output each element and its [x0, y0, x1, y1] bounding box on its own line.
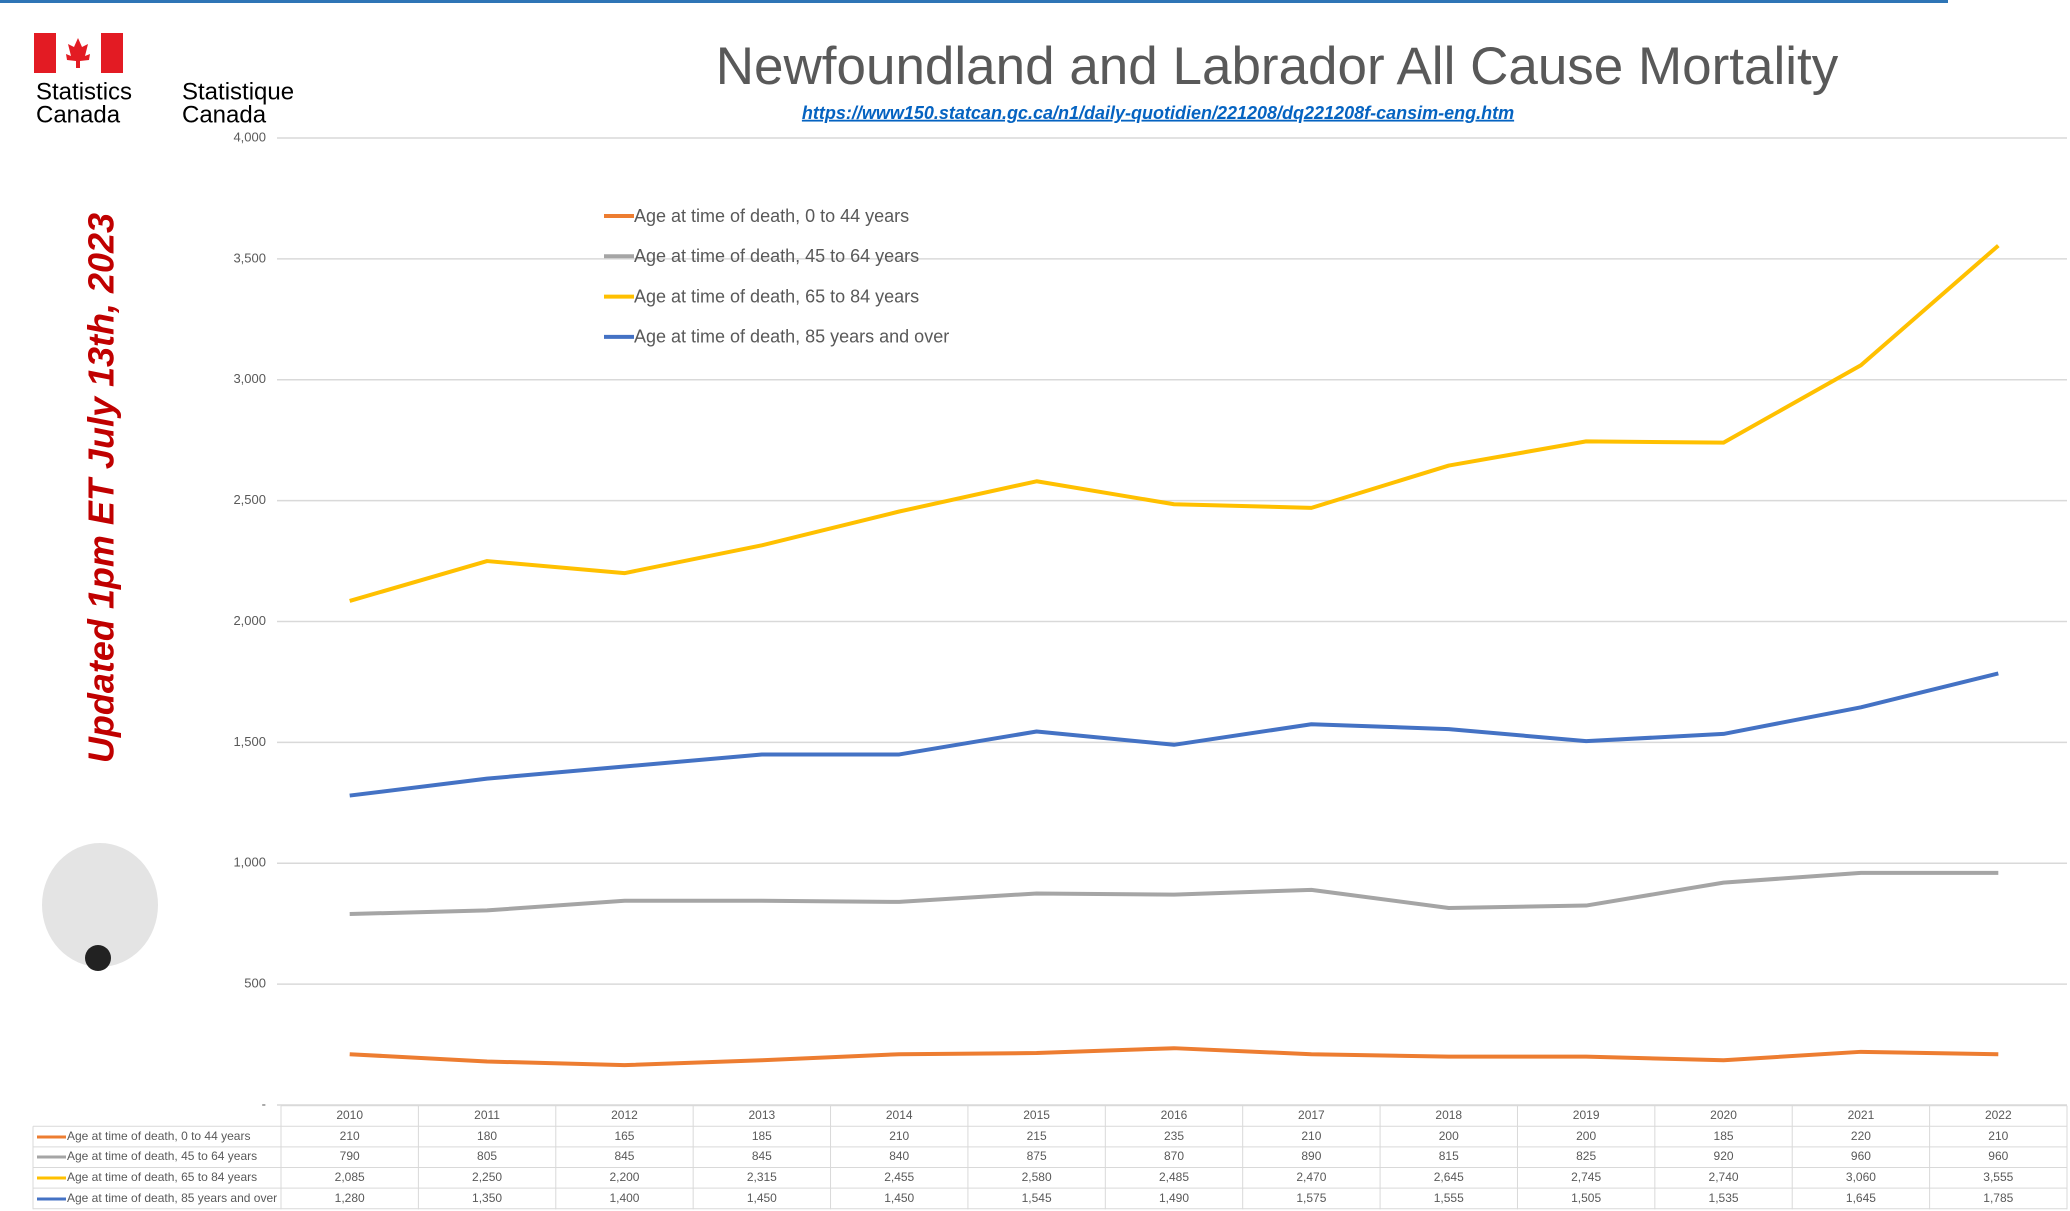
table-value: 180 [477, 1129, 497, 1143]
y-tick-label: 1,000 [233, 855, 266, 870]
x-tick-label: 2018 [1435, 1108, 1462, 1122]
table-value: 200 [1439, 1129, 1459, 1143]
y-tick-label: 3,500 [233, 250, 266, 265]
maple-leaf [66, 38, 90, 68]
table-value: 1,575 [1296, 1191, 1326, 1205]
table-value: 3,060 [1846, 1170, 1876, 1184]
table-value: 210 [1988, 1129, 2008, 1143]
table-value: 960 [1988, 1149, 2008, 1163]
top-bar [0, 0, 1948, 3]
table-value: 2,470 [1296, 1170, 1326, 1184]
x-tick-label: 2021 [1848, 1108, 1875, 1122]
y-tick-label: 500 [244, 976, 266, 991]
paw [85, 945, 111, 971]
table-value: 875 [1027, 1149, 1047, 1163]
table-value: 1,545 [1022, 1191, 1052, 1205]
table-value: 210 [1301, 1129, 1321, 1143]
source-link[interactable]: https://www150.statcan.gc.ca/n1/daily-qu… [802, 103, 1514, 123]
y-tick-label: 3,000 [233, 371, 266, 386]
legend-label: Age at time of death, 65 to 84 years [634, 286, 919, 306]
update-note: Updated 1pm ET July 13th, 2023 [81, 213, 122, 763]
table-value: 2,085 [335, 1170, 365, 1184]
x-tick-label: 2019 [1573, 1108, 1600, 1122]
chart-title: Newfoundland and Labrador All Cause Mort… [716, 37, 1839, 96]
logo: Statistics Canada Statistique Canada [34, 33, 294, 128]
table-value: 870 [1164, 1149, 1184, 1163]
table-value: 185 [1714, 1129, 1734, 1143]
table-value: 840 [889, 1149, 909, 1163]
table-series-name: Age at time of death, 85 years and over [67, 1191, 277, 1205]
y-tick-label: 4,000 [233, 129, 266, 144]
table-value: 1,645 [1846, 1191, 1876, 1205]
table-value: 1,280 [335, 1191, 365, 1205]
table-value: 790 [340, 1149, 360, 1163]
table-value: 2,580 [1022, 1170, 1052, 1184]
table-series-name: Age at time of death, 0 to 44 years [67, 1129, 250, 1143]
flag-band [101, 33, 123, 73]
table-value: 1,490 [1159, 1191, 1189, 1205]
series-line [350, 246, 1999, 601]
table-value: 1,785 [1983, 1191, 2013, 1205]
table-value: 1,505 [1571, 1191, 1601, 1205]
x-tick-label: 2022 [1985, 1108, 2012, 1122]
table-series-name: Age at time of death, 45 to 64 years [67, 1149, 257, 1163]
table-value: 210 [340, 1129, 360, 1143]
table-value: 165 [614, 1129, 634, 1143]
series-line [350, 1048, 1999, 1065]
y-tick-label: 2,500 [233, 492, 266, 507]
x-tick-label: 2014 [886, 1108, 913, 1122]
series-line [350, 673, 1999, 795]
table-value: 2,645 [1434, 1170, 1464, 1184]
table-value: 2,315 [747, 1170, 777, 1184]
legend-label: Age at time of death, 45 to 64 years [634, 246, 919, 266]
logo-text: Canada [36, 101, 121, 128]
table-value: 1,555 [1434, 1191, 1464, 1205]
table-value: 2,455 [884, 1170, 914, 1184]
table-value: 185 [752, 1129, 772, 1143]
table-value: 2,250 [472, 1170, 502, 1184]
logo-text: Canada [182, 101, 267, 128]
x-tick-label: 2011 [474, 1108, 500, 1122]
table-value: 805 [477, 1149, 497, 1163]
table-value: 2,740 [1709, 1170, 1739, 1184]
legend-label: Age at time of death, 0 to 44 years [634, 206, 909, 226]
y-tick-label: 1,500 [233, 734, 266, 749]
table-value: 220 [1851, 1129, 1871, 1143]
y-tick-label: 2,000 [233, 613, 266, 628]
chart: Statistics Canada Statistique Canada New… [0, 0, 2070, 1211]
x-tick-label: 2015 [1023, 1108, 1050, 1122]
wolf-image [42, 843, 158, 971]
flag-band [34, 33, 56, 73]
table-value: 200 [1576, 1129, 1596, 1143]
table-value: 960 [1851, 1149, 1871, 1163]
table-value: 210 [889, 1129, 909, 1143]
x-tick-label: 2012 [611, 1108, 638, 1122]
table-value: 845 [752, 1149, 772, 1163]
x-tick-label: 2017 [1298, 1108, 1325, 1122]
table-value: 2,485 [1159, 1170, 1189, 1184]
table-value: 920 [1714, 1149, 1734, 1163]
x-tick-label: 2010 [336, 1108, 363, 1122]
table-value: 2,200 [609, 1170, 639, 1184]
table-value: 815 [1439, 1149, 1459, 1163]
table-value: 1,535 [1709, 1191, 1739, 1205]
table-value: 890 [1301, 1149, 1321, 1163]
table-value: 235 [1164, 1129, 1184, 1143]
table-value: 825 [1576, 1149, 1596, 1163]
legend-label: Age at time of death, 85 years and over [634, 327, 949, 347]
table-value: 1,400 [609, 1191, 639, 1205]
x-tick-label: 2013 [748, 1108, 775, 1122]
table-value: 845 [614, 1149, 634, 1163]
table-value: 2,745 [1571, 1170, 1601, 1184]
table-value: 1,350 [472, 1191, 502, 1205]
table-value: 1,450 [747, 1191, 777, 1205]
table-value: 3,555 [1983, 1170, 2013, 1184]
x-tick-label: 2020 [1710, 1108, 1737, 1122]
series-line [350, 873, 1999, 914]
y-tick-label: - [262, 1096, 266, 1111]
table-series-name: Age at time of death, 65 to 84 years [67, 1170, 257, 1184]
table-value: 1,450 [884, 1191, 914, 1205]
table-value: 215 [1027, 1129, 1047, 1143]
x-tick-label: 2016 [1161, 1108, 1188, 1122]
